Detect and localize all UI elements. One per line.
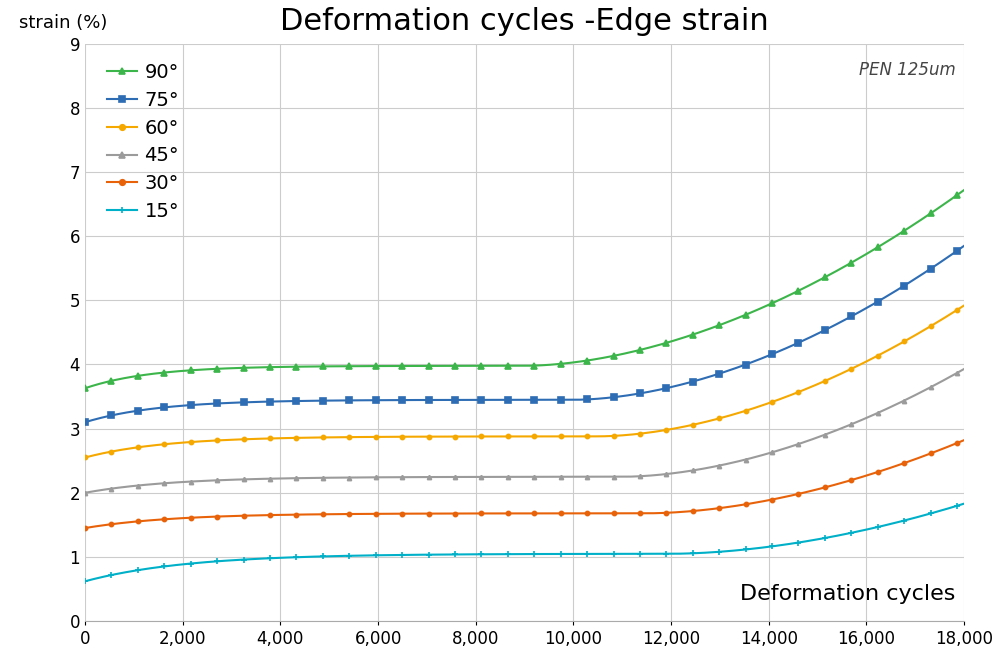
- Title: Deformation cycles -Edge strain: Deformation cycles -Edge strain: [280, 7, 769, 36]
- Legend: 90°, 75°, 60°, 45°, 30°, 15°: 90°, 75°, 60°, 45°, 30°, 15°: [104, 60, 183, 225]
- Text: Deformation cycles: Deformation cycles: [740, 584, 955, 604]
- Text: strain (%): strain (%): [19, 14, 108, 32]
- Text: PEN 125um: PEN 125um: [859, 61, 955, 79]
